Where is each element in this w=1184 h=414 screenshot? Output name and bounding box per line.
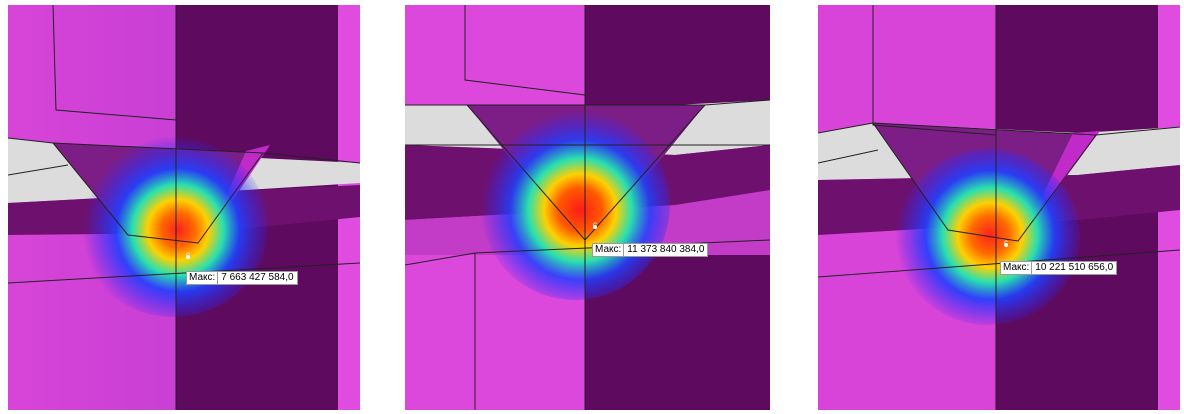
max-value-label-1: Макс: 7 663 427 584,0 — [186, 271, 298, 285]
max-marker-2 — [593, 225, 597, 229]
max-value-label-3: Макс: 10 221 510 656,0 — [1000, 261, 1118, 275]
max-marker-glyph-2: c — [593, 220, 597, 229]
max-key-2: Макс: — [592, 243, 624, 257]
max-key-3: Макс: — [1000, 261, 1032, 275]
max-marker-glyph-1: c — [186, 250, 190, 259]
stress-field-render-3: c — [818, 5, 1180, 410]
max-marker-1 — [186, 255, 190, 259]
max-marker-3 — [1004, 243, 1008, 247]
max-value-label-2: Макс: 11 373 840 384,0 — [592, 243, 709, 257]
stress-hotspot-2 — [480, 110, 670, 300]
simulation-view-1: c Макс: 7 663 427 584,0 — [8, 5, 360, 410]
simulation-view-3: c Макс: 10 221 510 656,0 — [818, 5, 1180, 410]
simulation-view-2: c Макс: 11 373 840 384,0 — [405, 5, 770, 410]
max-value-2: 11 373 840 384,0 — [623, 243, 709, 257]
max-value-3: 10 221 510 656,0 — [1031, 261, 1118, 275]
max-marker-glyph-3: c — [1004, 238, 1008, 247]
stress-hotspot-1 — [78, 137, 268, 317]
max-value-1: 7 663 427 584,0 — [217, 271, 298, 285]
max-key-1: Макс: — [186, 271, 218, 285]
stress-field-render-2: c — [405, 5, 770, 410]
stress-field-render-1: c — [8, 5, 360, 410]
stress-hotspot-3 — [896, 149, 1080, 325]
